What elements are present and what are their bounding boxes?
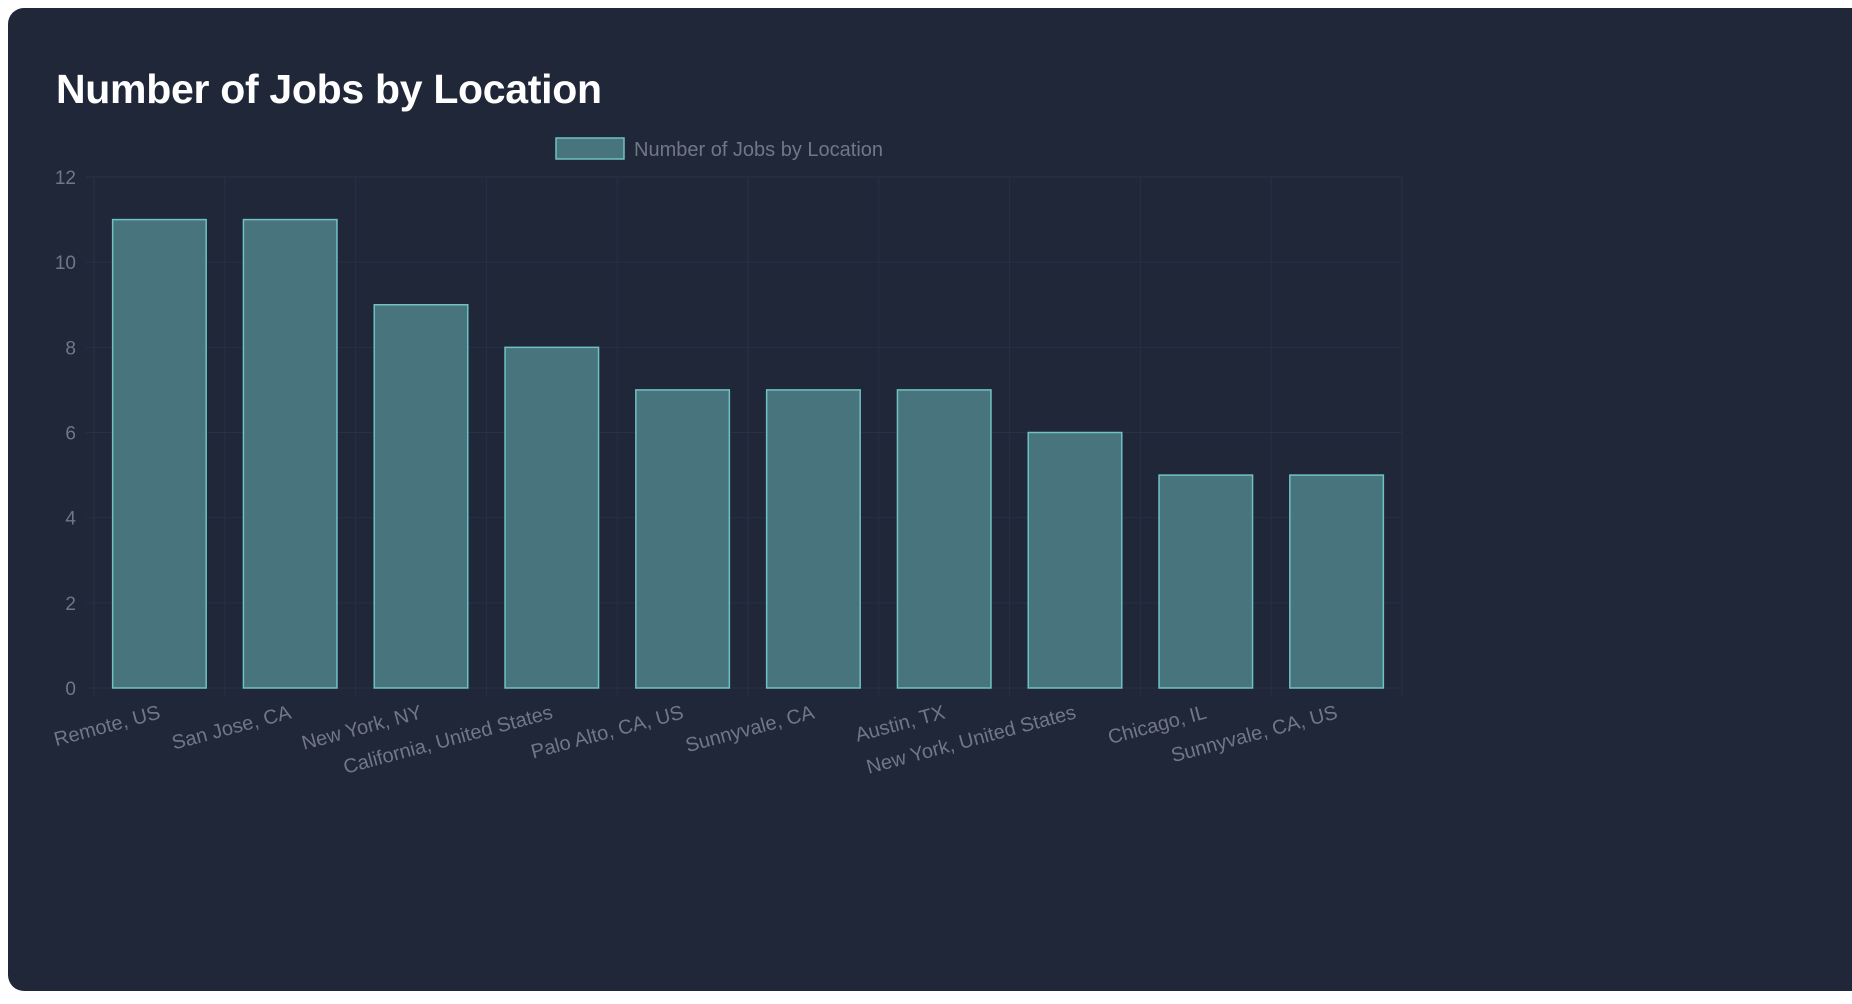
bar-2[interactable] (373, 304, 469, 689)
x-axis-labels: Remote, US San Jose, CA New York, NYCalifo… (52, 701, 1340, 778)
bar-9[interactable] (1289, 474, 1385, 689)
bar-4[interactable] (635, 389, 731, 689)
bar-7[interactable] (1027, 431, 1123, 689)
y-tick-label: 2 (65, 594, 76, 615)
x-tick-label: San Jose, CA (170, 701, 294, 754)
x-tick-label: Palo Alto, CA, US (529, 702, 686, 764)
legend-label[interactable]: Number of Jobs by Location (634, 139, 883, 161)
y-tick-label: 12 (55, 168, 76, 189)
y-tick-label: 10 (55, 253, 76, 274)
y-tick-label: 0 (65, 679, 76, 700)
bar-3[interactable] (504, 346, 600, 689)
y-tick-label: 6 (65, 424, 76, 445)
bars (111, 218, 1385, 689)
x-tick-label: Sunnyvale, CA (683, 701, 817, 757)
x-tick-label: Remote, US (52, 702, 163, 751)
chart-title: Number of Jobs by Location (56, 66, 602, 112)
bar-8[interactable] (1158, 474, 1254, 689)
y-tick-label: 8 (65, 338, 76, 359)
legend[interactable]: Number of Jobs by Location (555, 137, 883, 161)
bar-1[interactable] (242, 218, 338, 689)
legend-swatch[interactable] (555, 137, 625, 160)
y-axis-ticks: 0 2 4 6 8 10 12 (55, 168, 77, 700)
bar-6[interactable] (896, 389, 992, 689)
y-tick-label: 4 (65, 509, 76, 530)
bar-5[interactable] (765, 389, 861, 689)
bar-0[interactable] (111, 218, 207, 689)
